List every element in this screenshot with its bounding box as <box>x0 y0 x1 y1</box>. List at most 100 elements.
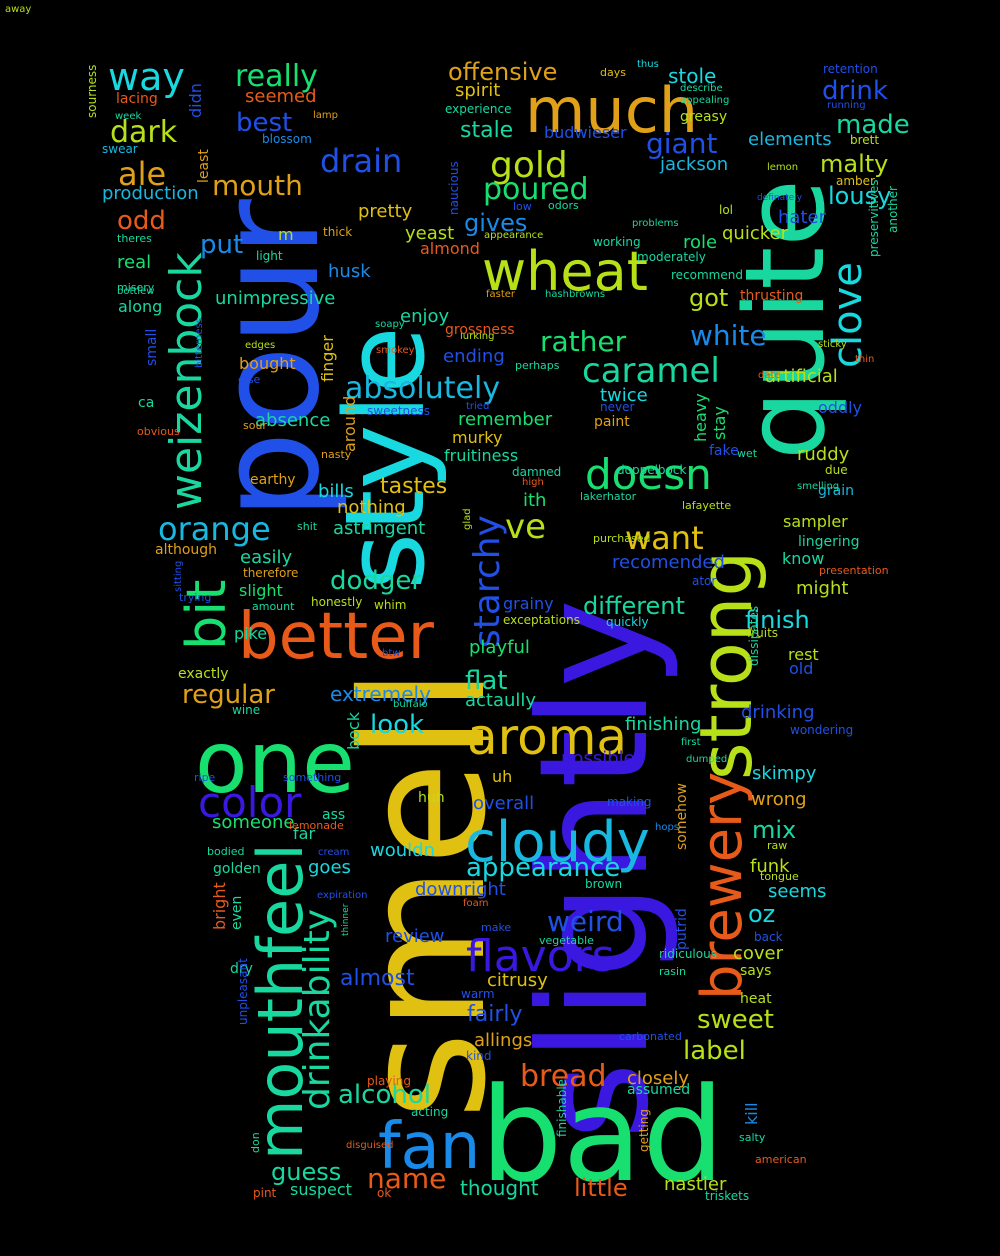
cloud-word: rest <box>788 645 819 664</box>
cloud-word: got <box>689 284 729 312</box>
cloud-word: possible <box>561 748 635 769</box>
cloud-word: btw <box>382 648 401 659</box>
cloud-word: guess <box>271 1158 342 1186</box>
cloud-word: somehow <box>674 783 690 850</box>
cloud-word: don <box>249 1132 262 1153</box>
cloud-word: production <box>102 183 199 204</box>
cloud-word: unimpressive <box>215 288 336 309</box>
cloud-word: wine <box>232 703 261 717</box>
cloud-word: almond <box>420 239 480 258</box>
cloud-word: else <box>238 373 261 386</box>
cloud-word: running <box>827 100 866 111</box>
cloud-word: quickly <box>606 615 649 629</box>
cloud-word: small <box>144 328 160 366</box>
cloud-word: purchased <box>593 532 651 545</box>
cloud-word: playful <box>469 637 530 658</box>
cloud-word: thrusting <box>740 288 804 304</box>
cloud-word: lol <box>719 203 734 217</box>
cloud-word: assumed <box>627 1082 691 1098</box>
cloud-word: made <box>836 110 910 140</box>
cloud-word: high <box>522 477 544 488</box>
cloud-word: salty <box>739 1131 766 1144</box>
cloud-word: getting <box>637 1109 651 1152</box>
cloud-word: buffalo <box>393 699 428 710</box>
cloud-word: lakerhator <box>580 490 637 503</box>
cloud-word: away <box>5 4 32 15</box>
cloud-word: another <box>886 186 900 233</box>
cloud-word: weird <box>547 905 624 938</box>
cloud-word: thinner <box>341 903 351 936</box>
cloud-word: thus <box>637 59 659 70</box>
cloud-word: heavy <box>691 393 710 442</box>
cloud-word: bread <box>520 1059 607 1094</box>
cloud-word: week <box>115 111 142 122</box>
cloud-word: dry <box>230 961 253 977</box>
cloud-word: wet <box>737 447 758 460</box>
cloud-word: astringent <box>333 518 426 539</box>
cloud-word: look <box>370 710 425 740</box>
cloud-word: perhaps <box>515 359 560 372</box>
cloud-word: oz <box>748 900 776 928</box>
cloud-word: finishable <box>555 1078 569 1137</box>
cloud-word: misery <box>117 281 155 294</box>
cloud-word: ator <box>692 574 717 588</box>
cloud-word: exceptations <box>503 613 580 627</box>
cloud-word: smelling <box>797 481 840 492</box>
cloud-word: even <box>229 895 245 930</box>
cloud-word: working <box>593 235 641 249</box>
cloud-word: clove <box>825 262 871 368</box>
cloud-word: put <box>200 230 244 260</box>
cloud-word: downright <box>415 879 506 900</box>
cloud-word: drinkability <box>297 908 338 1110</box>
cloud-word: elements <box>748 129 832 150</box>
cloud-word: absolutely <box>345 371 501 406</box>
cloud-word: recomended <box>612 552 725 573</box>
cloud-word: extremely <box>330 682 431 706</box>
cloud-word: recommend <box>671 268 743 282</box>
cloud-word: someone <box>212 812 295 833</box>
cloud-word: says <box>740 963 772 979</box>
cloud-word: nothing <box>337 497 406 518</box>
cloud-word: tastes <box>380 474 448 499</box>
cloud-word: closely <box>627 1068 690 1089</box>
cloud-word: making <box>607 795 652 809</box>
cloud-word: back <box>754 930 783 944</box>
cloud-word: drinking <box>741 702 815 723</box>
cloud-word: foam <box>463 898 489 909</box>
cloud-word: huh <box>418 790 445 806</box>
cloud-word: poured <box>483 172 589 207</box>
cloud-word: due <box>825 463 848 477</box>
cloud-word: dissipates <box>747 605 761 666</box>
cloud-word: faster <box>486 289 516 300</box>
cloud-word: easily <box>240 547 293 568</box>
cloud-word: really <box>235 59 318 94</box>
cloud-word: mouth <box>212 169 303 202</box>
cloud-word: moderately <box>637 250 706 264</box>
cloud-word: wondering <box>790 723 854 737</box>
cloud-word: therefore <box>243 566 299 580</box>
cloud-word: days <box>600 66 626 79</box>
cloud-word: bitterness <box>194 318 205 368</box>
cloud-word: review <box>385 926 445 947</box>
cloud-word: might <box>796 578 849 599</box>
cloud-word: different <box>583 592 685 620</box>
cloud-word: weizenbock <box>161 252 212 510</box>
cloud-word: least <box>196 149 212 183</box>
cloud-word: doesn <box>585 450 712 499</box>
cloud-word: thick <box>323 225 353 239</box>
cloud-word: regular <box>182 680 275 710</box>
cloud-word: lingering <box>798 534 860 550</box>
cloud-word: odd <box>117 206 166 236</box>
cloud-word: drink <box>822 76 888 106</box>
cloud-word: pike <box>234 624 268 643</box>
cloud-word: quicker <box>722 223 788 244</box>
cloud-word: kill <box>742 1102 761 1125</box>
cloud-word: ending <box>443 346 505 367</box>
cloud-word: appearance <box>484 230 544 241</box>
cloud-word: edges <box>245 340 276 351</box>
cloud-word: grossness <box>445 322 515 338</box>
cloud-word: vegetable <box>539 934 594 947</box>
cloud-word: although <box>155 542 218 558</box>
cloud-word: murky <box>452 428 503 447</box>
cloud-word: bright <box>210 882 229 930</box>
